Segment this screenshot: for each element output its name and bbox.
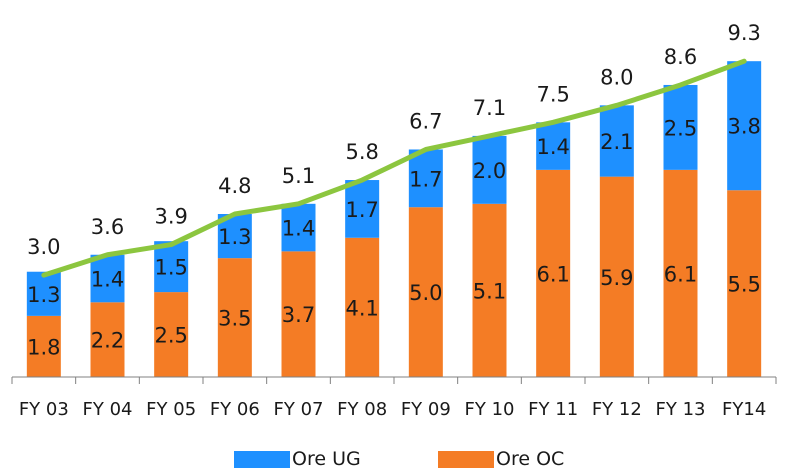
bar-ore-oc bbox=[472, 203, 507, 377]
bar-ore-oc bbox=[599, 176, 634, 377]
data-label-ore-oc: 6.1 bbox=[536, 262, 569, 286]
x-tick-label: FY 06 bbox=[210, 399, 260, 420]
data-label-ore-oc: 2.2 bbox=[91, 329, 124, 353]
data-label-total: 7.1 bbox=[473, 96, 506, 120]
bar-ore-oc bbox=[345, 237, 380, 377]
bar-ore-oc bbox=[727, 190, 762, 377]
x-axis: FY 03 FY 04 FY 05 FY 06 FY 07 FY 08 FY 09 FY 10… bbox=[11, 376, 777, 420]
legend-swatch-ore-ug bbox=[234, 450, 290, 468]
bar-ore-ug bbox=[90, 254, 125, 303]
data-label-ore-oc: 5.0 bbox=[409, 281, 442, 305]
bar-ore-ug bbox=[154, 241, 189, 293]
labels-group: 1.8 1.3 2.2 1.4 2.5 1.5 3.5 1.3 3.7 1.4 4.1 1.7 5.0 1… bbox=[27, 21, 761, 359]
data-label-ore-ug: 2.0 bbox=[473, 159, 506, 183]
x-tick-label: FY 12 bbox=[592, 399, 642, 420]
bar-ore-ug bbox=[472, 135, 507, 204]
data-label-ore-oc: 6.1 bbox=[664, 262, 697, 286]
data-label-total: 3.0 bbox=[27, 235, 60, 259]
legend-item-ore-oc: Ore OC bbox=[438, 448, 564, 470]
data-label-ore-ug: 1.7 bbox=[345, 198, 378, 222]
data-label-total: 5.8 bbox=[345, 140, 378, 164]
data-label-ore-ug: 1.3 bbox=[218, 225, 251, 249]
data-label-ore-ug: 1.4 bbox=[536, 135, 569, 159]
x-tick-label: FY 11 bbox=[528, 399, 578, 420]
x-tick-label: FY 05 bbox=[146, 399, 196, 420]
x-tick-label: FY 10 bbox=[465, 399, 515, 420]
total-line-group bbox=[41, 58, 747, 278]
x-tick-label: FY 09 bbox=[401, 399, 451, 420]
bar-ore-oc bbox=[26, 315, 61, 377]
legend: Ore UG Ore OC bbox=[0, 448, 803, 472]
data-label-total: 8.6 bbox=[664, 45, 697, 69]
data-label-ore-oc: 5.9 bbox=[600, 266, 633, 290]
x-tick-label: FY 03 bbox=[19, 399, 69, 420]
data-label-total: 5.1 bbox=[282, 164, 315, 188]
data-label-ore-ug: 2.1 bbox=[600, 130, 633, 154]
data-label-total: 9.3 bbox=[727, 21, 760, 45]
x-tick-label: FY 07 bbox=[274, 399, 324, 420]
legend-label-ore-oc: Ore OC bbox=[496, 448, 565, 470]
data-label-ore-ug: 1.7 bbox=[409, 167, 442, 191]
bar-ore-ug bbox=[536, 122, 571, 170]
data-label-total: 3.6 bbox=[91, 215, 124, 239]
data-label-total: 6.7 bbox=[409, 109, 442, 133]
data-label-total: 7.5 bbox=[536, 82, 569, 106]
data-label-ore-oc: 2.5 bbox=[154, 324, 187, 348]
bar-ore-ug bbox=[408, 149, 443, 208]
stacked-bar-chart: FY 03 FY 04 FY 05 FY 06 FY 07 FY 08 FY 09 FY 10… bbox=[11, 21, 777, 420]
bar-ore-ug bbox=[663, 84, 698, 170]
bar-ore-ug bbox=[281, 203, 316, 252]
bar-ore-ug bbox=[727, 61, 762, 191]
data-label-total: 8.0 bbox=[600, 65, 633, 89]
data-label-ore-ug: 3.8 bbox=[727, 115, 760, 139]
data-label-total: 4.8 bbox=[218, 174, 251, 198]
bar-ore-ug bbox=[345, 180, 380, 238]
data-label-ore-oc: 3.7 bbox=[282, 303, 315, 327]
data-label-ore-ug: 1.4 bbox=[91, 268, 124, 292]
x-tick-label: FY 04 bbox=[83, 399, 133, 420]
data-label-ore-oc: 5.1 bbox=[473, 279, 506, 303]
data-label-total: 3.9 bbox=[154, 205, 187, 229]
x-tick-label: FY 13 bbox=[656, 399, 706, 420]
data-label-ore-ug: 2.5 bbox=[664, 116, 697, 140]
bar-ore-oc bbox=[217, 258, 252, 377]
total-line bbox=[41, 58, 747, 278]
x-tick-label: FY14 bbox=[722, 399, 766, 420]
bar-ore-oc bbox=[536, 169, 571, 377]
bar-ore-oc bbox=[408, 207, 443, 377]
data-label-ore-ug: 1.3 bbox=[27, 283, 60, 307]
data-label-ore-oc: 5.5 bbox=[727, 273, 760, 297]
bar-ore-ug bbox=[599, 105, 634, 177]
data-label-ore-oc: 3.5 bbox=[218, 307, 251, 331]
legend-label-ore-ug: Ore UG bbox=[292, 448, 361, 470]
bar-ore-oc bbox=[90, 302, 125, 377]
legend-item-ore-ug: Ore UG bbox=[234, 448, 361, 470]
bars-group bbox=[26, 61, 762, 377]
data-label-ore-oc: 4.1 bbox=[345, 296, 378, 320]
data-label-ore-ug: 1.4 bbox=[282, 217, 315, 241]
data-label-ore-oc: 1.8 bbox=[27, 335, 60, 359]
bar-ore-oc bbox=[154, 292, 189, 377]
legend-swatch-ore-oc bbox=[438, 450, 494, 468]
bar-ore-oc bbox=[281, 251, 316, 377]
bar-ore-oc bbox=[663, 169, 698, 377]
x-tick-label: FY 08 bbox=[337, 399, 387, 420]
bar-ore-ug bbox=[26, 271, 61, 316]
data-label-ore-ug: 1.5 bbox=[154, 256, 187, 280]
